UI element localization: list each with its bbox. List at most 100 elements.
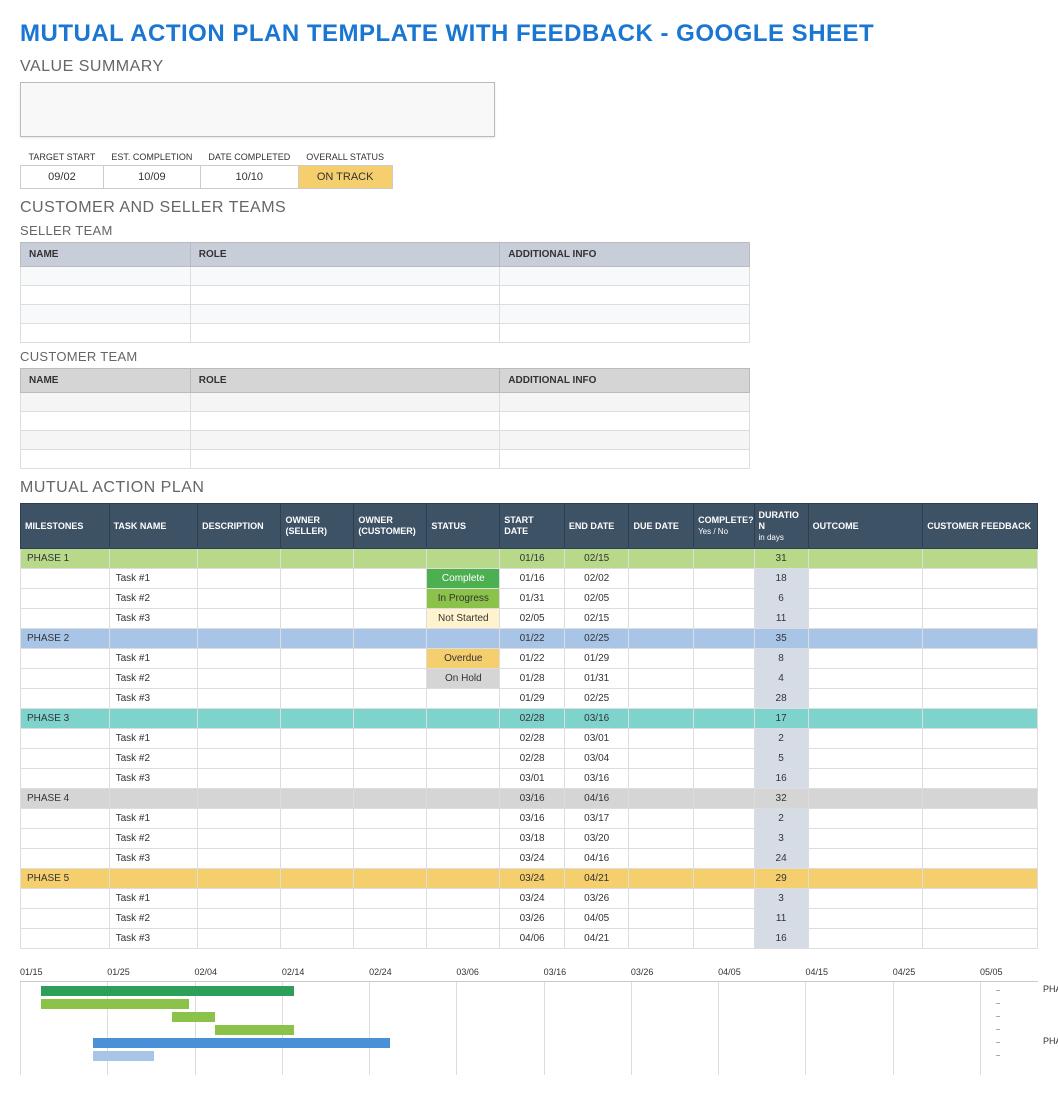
plan-cell[interactable] bbox=[21, 569, 110, 589]
plan-cell[interactable]: 11 bbox=[754, 609, 808, 629]
team-cell[interactable] bbox=[190, 305, 500, 324]
team-cell[interactable] bbox=[190, 267, 500, 286]
plan-cell[interactable] bbox=[281, 549, 354, 569]
plan-cell[interactable] bbox=[109, 869, 198, 889]
plan-cell[interactable]: Overdue bbox=[427, 649, 500, 669]
plan-cell[interactable]: Task #2 bbox=[109, 669, 198, 689]
team-cell[interactable] bbox=[190, 412, 500, 431]
team-cell[interactable] bbox=[21, 450, 191, 469]
plan-cell[interactable] bbox=[694, 709, 754, 729]
plan-cell[interactable] bbox=[427, 869, 500, 889]
plan-cell[interactable] bbox=[694, 749, 754, 769]
plan-cell[interactable]: 35 bbox=[754, 629, 808, 649]
plan-cell[interactable]: 3 bbox=[754, 829, 808, 849]
plan-cell[interactable] bbox=[808, 909, 923, 929]
plan-cell[interactable] bbox=[629, 709, 694, 729]
plan-cell[interactable] bbox=[354, 689, 427, 709]
plan-cell[interactable] bbox=[694, 789, 754, 809]
plan-cell[interactable] bbox=[354, 889, 427, 909]
team-cell[interactable] bbox=[500, 431, 750, 450]
plan-cell[interactable]: 01/16 bbox=[500, 569, 565, 589]
plan-cell[interactable]: 01/31 bbox=[500, 589, 565, 609]
plan-cell[interactable]: 03/26 bbox=[564, 889, 629, 909]
plan-cell[interactable]: Task #2 bbox=[109, 589, 198, 609]
plan-cell[interactable]: 18 bbox=[754, 569, 808, 589]
plan-cell[interactable] bbox=[427, 809, 500, 829]
plan-cell[interactable] bbox=[109, 709, 198, 729]
plan-cell[interactable] bbox=[694, 809, 754, 829]
plan-cell[interactable]: 31 bbox=[754, 549, 808, 569]
plan-cell[interactable] bbox=[629, 889, 694, 909]
plan-cell[interactable] bbox=[808, 629, 923, 649]
plan-cell[interactable] bbox=[694, 629, 754, 649]
plan-cell[interactable] bbox=[281, 609, 354, 629]
plan-cell[interactable]: 02/05 bbox=[564, 589, 629, 609]
plan-cell[interactable] bbox=[694, 729, 754, 749]
plan-cell[interactable]: 16 bbox=[754, 769, 808, 789]
team-cell[interactable] bbox=[190, 286, 500, 305]
plan-cell[interactable] bbox=[354, 869, 427, 889]
plan-cell[interactable]: 02/25 bbox=[564, 629, 629, 649]
plan-cell[interactable]: 02/25 bbox=[564, 689, 629, 709]
plan-cell[interactable]: 2 bbox=[754, 809, 808, 829]
plan-cell[interactable] bbox=[21, 729, 110, 749]
plan-cell[interactable] bbox=[427, 769, 500, 789]
plan-cell[interactable]: 03/24 bbox=[500, 849, 565, 869]
plan-cell[interactable] bbox=[354, 629, 427, 649]
plan-cell[interactable]: PHASE 1 bbox=[21, 549, 110, 569]
plan-cell[interactable] bbox=[354, 669, 427, 689]
plan-cell[interactable] bbox=[808, 749, 923, 769]
plan-cell[interactable] bbox=[808, 549, 923, 569]
plan-cell[interactable] bbox=[198, 649, 281, 669]
plan-cell[interactable]: PHASE 4 bbox=[21, 789, 110, 809]
plan-cell[interactable]: 03/17 bbox=[564, 809, 629, 829]
plan-cell[interactable]: 24 bbox=[754, 849, 808, 869]
plan-cell[interactable] bbox=[21, 889, 110, 909]
plan-cell[interactable]: 01/16 bbox=[500, 549, 565, 569]
plan-cell[interactable]: 02/05 bbox=[500, 609, 565, 629]
plan-cell[interactable]: Task #3 bbox=[109, 609, 198, 629]
plan-cell[interactable] bbox=[21, 649, 110, 669]
plan-cell[interactable]: 04/16 bbox=[564, 849, 629, 869]
plan-cell[interactable] bbox=[427, 889, 500, 909]
plan-cell[interactable] bbox=[198, 629, 281, 649]
plan-cell[interactable] bbox=[281, 749, 354, 769]
plan-cell[interactable] bbox=[629, 649, 694, 669]
plan-cell[interactable] bbox=[427, 829, 500, 849]
plan-cell[interactable] bbox=[198, 869, 281, 889]
plan-cell[interactable]: Task #1 bbox=[109, 649, 198, 669]
plan-cell[interactable] bbox=[808, 929, 923, 949]
plan-cell[interactable]: 03/16 bbox=[564, 769, 629, 789]
plan-cell[interactable] bbox=[923, 729, 1038, 749]
plan-cell[interactable] bbox=[198, 729, 281, 749]
plan-cell[interactable] bbox=[923, 669, 1038, 689]
plan-cell[interactable] bbox=[21, 809, 110, 829]
team-cell[interactable] bbox=[190, 431, 500, 450]
team-cell[interactable] bbox=[21, 305, 191, 324]
plan-cell[interactable] bbox=[923, 789, 1038, 809]
plan-cell[interactable]: 02/02 bbox=[564, 569, 629, 589]
plan-cell[interactable] bbox=[427, 629, 500, 649]
plan-cell[interactable] bbox=[808, 769, 923, 789]
plan-cell[interactable] bbox=[629, 829, 694, 849]
plan-cell[interactable]: 01/22 bbox=[500, 629, 565, 649]
plan-cell[interactable] bbox=[808, 669, 923, 689]
plan-cell[interactable] bbox=[808, 829, 923, 849]
plan-cell[interactable] bbox=[629, 729, 694, 749]
plan-cell[interactable]: PHASE 2 bbox=[21, 629, 110, 649]
plan-cell[interactable] bbox=[923, 749, 1038, 769]
plan-cell[interactable]: 2 bbox=[754, 729, 808, 749]
plan-cell[interactable]: 02/28 bbox=[500, 749, 565, 769]
plan-cell[interactable] bbox=[354, 769, 427, 789]
plan-cell[interactable] bbox=[354, 609, 427, 629]
plan-cell[interactable] bbox=[354, 929, 427, 949]
summary-cell[interactable]: ON TRACK bbox=[298, 166, 392, 189]
team-cell[interactable] bbox=[500, 393, 750, 412]
plan-cell[interactable] bbox=[281, 769, 354, 789]
plan-cell[interactable]: 03/16 bbox=[564, 709, 629, 729]
plan-cell[interactable] bbox=[694, 889, 754, 909]
plan-cell[interactable] bbox=[629, 589, 694, 609]
plan-cell[interactable] bbox=[281, 689, 354, 709]
plan-cell[interactable] bbox=[629, 749, 694, 769]
team-cell[interactable] bbox=[500, 267, 750, 286]
